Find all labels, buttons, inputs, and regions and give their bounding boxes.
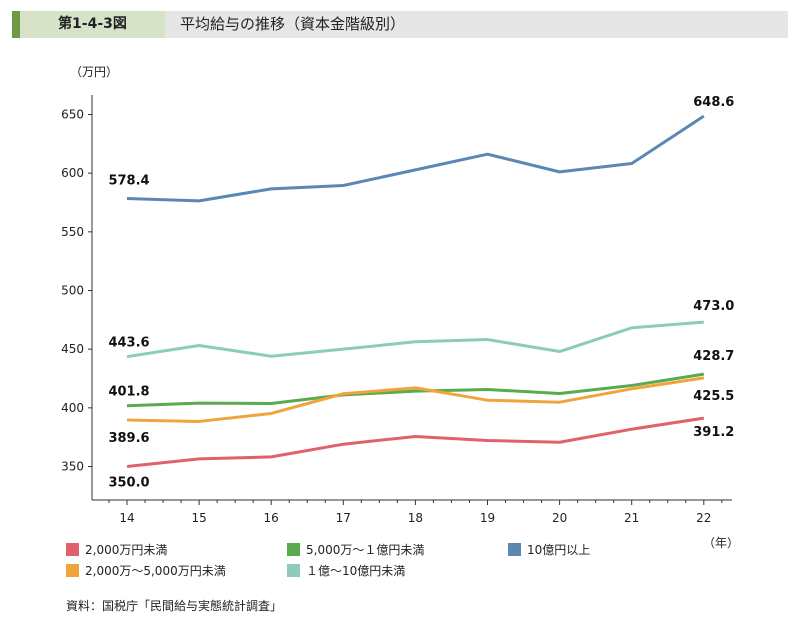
y-tick-label: 550 <box>61 225 84 239</box>
legend-swatch <box>287 564 300 577</box>
data-label-last: 428.7 <box>693 349 734 364</box>
legend-item: １億〜10億円未満 <box>287 562 405 579</box>
legend-label: 10億円以上 <box>527 543 591 557</box>
data-label-last: 425.5 <box>693 389 734 404</box>
series-line-1 <box>126 320 704 359</box>
x-tick-label: 17 <box>336 511 351 525</box>
y-tick-label: 450 <box>61 342 84 356</box>
x-tick-label: 18 <box>408 511 423 525</box>
data-label-last: 391.2 <box>693 425 734 440</box>
legend-swatch <box>287 543 300 556</box>
data-label-first: 443.6 <box>108 336 149 351</box>
legend-item: 2,000万〜5,000万円未満 <box>66 562 226 579</box>
figure-title: 平均給与の推移（資本金階級別） <box>180 15 406 33</box>
series-line-4 <box>126 416 705 468</box>
legend-swatch <box>66 564 79 577</box>
legend-item: 5,000万〜１億円未満 <box>287 541 424 558</box>
data-label-first: 350.0 <box>108 476 149 491</box>
data-label-last: 648.6 <box>693 95 734 110</box>
legend-item: 10億円以上 <box>508 541 590 558</box>
legend-label: 2,000万円未満 <box>85 543 168 557</box>
data-label-first: 401.8 <box>108 385 149 400</box>
x-tick-label: 15 <box>191 511 206 525</box>
header-accent <box>12 11 20 38</box>
series-line-2 <box>126 372 705 408</box>
data-label-first: 578.4 <box>108 174 149 189</box>
data-label-first: 389.6 <box>108 431 149 446</box>
y-axis-label: （万円） <box>70 65 118 79</box>
x-tick-label: 22 <box>696 511 711 525</box>
legend-label: 2,000万〜5,000万円未満 <box>85 564 226 578</box>
legend-swatch <box>66 543 79 556</box>
legend-swatch <box>508 543 521 556</box>
y-tick-label: 350 <box>61 460 84 474</box>
x-axis-label: （年） <box>703 536 739 550</box>
series-line-0 <box>126 114 705 203</box>
y-tick-label: 400 <box>61 401 84 415</box>
x-tick-label: 21 <box>624 511 639 525</box>
legend-item: 2,000万円未満 <box>66 541 167 558</box>
figure-number: 第1-4-3図 <box>20 11 165 38</box>
figure-header: 第1-4-3図 平均給与の推移（資本金階級別） <box>12 11 788 38</box>
data-label-last: 473.0 <box>693 299 734 314</box>
x-tick-label: 14 <box>119 511 134 525</box>
y-tick-label: 500 <box>61 284 84 298</box>
y-tick-label: 650 <box>61 108 84 122</box>
y-tick-label: 600 <box>61 166 84 180</box>
x-tick-label: 16 <box>264 511 279 525</box>
legend-label: １億〜10億円未満 <box>306 564 406 578</box>
series-line-3 <box>126 376 705 423</box>
legend-label: 5,000万〜１億円未満 <box>306 543 425 557</box>
x-tick-label: 19 <box>480 511 495 525</box>
x-tick-label: 20 <box>552 511 567 525</box>
source-note: 資料：国税庁「民間給与実態統計調査」 <box>66 599 283 613</box>
